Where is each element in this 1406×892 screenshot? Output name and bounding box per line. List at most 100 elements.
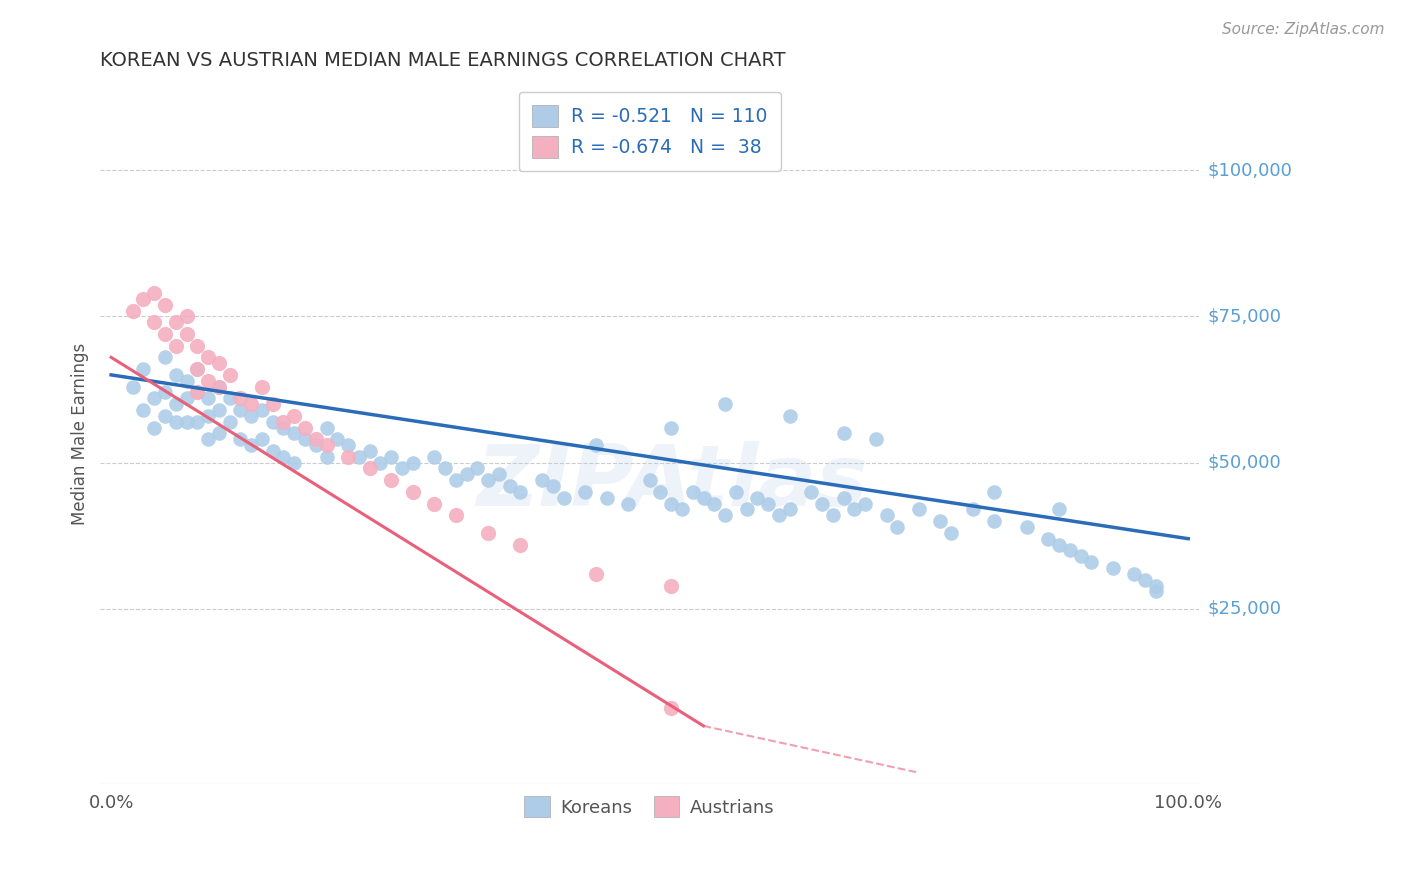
Point <box>283 409 305 423</box>
Point <box>229 392 252 406</box>
Point <box>250 403 273 417</box>
Point <box>186 415 208 429</box>
Point <box>659 420 682 434</box>
Legend: Koreans, Austrians: Koreans, Austrians <box>517 789 782 824</box>
Point <box>574 484 596 499</box>
Point <box>941 525 963 540</box>
Point <box>294 420 316 434</box>
Text: $75,000: $75,000 <box>1208 308 1282 326</box>
Point <box>229 403 252 417</box>
Point <box>498 479 520 493</box>
Point <box>1015 520 1038 534</box>
Point <box>229 432 252 446</box>
Point <box>488 467 510 482</box>
Point <box>811 497 834 511</box>
Point <box>865 432 887 446</box>
Point <box>240 397 263 411</box>
Point <box>908 502 931 516</box>
Point <box>294 432 316 446</box>
Point <box>370 456 392 470</box>
Point <box>876 508 898 523</box>
Point <box>153 298 176 312</box>
Point <box>143 392 166 406</box>
Y-axis label: Median Male Earnings: Median Male Earnings <box>72 343 89 524</box>
Point <box>197 409 219 423</box>
Point <box>165 315 187 329</box>
Point <box>121 379 143 393</box>
Point <box>585 566 607 581</box>
Point <box>273 415 295 429</box>
Point <box>509 484 531 499</box>
Point <box>1038 532 1060 546</box>
Point <box>724 484 747 499</box>
Point <box>1069 549 1091 564</box>
Point <box>337 438 360 452</box>
Point <box>1133 573 1156 587</box>
Point <box>250 379 273 393</box>
Point <box>197 351 219 365</box>
Point <box>659 578 682 592</box>
Point <box>638 473 661 487</box>
Point <box>240 409 263 423</box>
Point <box>779 409 801 423</box>
Point <box>682 484 704 499</box>
Point <box>756 497 779 511</box>
Point <box>153 326 176 341</box>
Point <box>1144 578 1167 592</box>
Point <box>768 508 790 523</box>
Point <box>983 484 1005 499</box>
Text: Source: ZipAtlas.com: Source: ZipAtlas.com <box>1222 22 1385 37</box>
Point <box>821 508 844 523</box>
Point <box>273 420 295 434</box>
Point <box>305 432 328 446</box>
Point <box>477 473 499 487</box>
Point <box>692 491 714 505</box>
Point <box>208 356 231 370</box>
Point <box>176 326 198 341</box>
Point <box>218 392 240 406</box>
Point <box>262 415 284 429</box>
Point <box>886 520 908 534</box>
Point <box>176 310 198 324</box>
Point <box>283 426 305 441</box>
Point <box>186 362 208 376</box>
Point <box>240 438 263 452</box>
Point <box>1101 561 1123 575</box>
Point <box>553 491 575 505</box>
Point <box>359 461 381 475</box>
Point <box>208 426 231 441</box>
Point <box>1059 543 1081 558</box>
Point <box>132 292 155 306</box>
Point <box>434 461 457 475</box>
Point <box>208 379 231 393</box>
Point <box>186 385 208 400</box>
Point <box>143 285 166 300</box>
Point <box>315 450 337 464</box>
Point <box>465 461 488 475</box>
Text: ZIPAtlas: ZIPAtlas <box>475 441 868 524</box>
Point <box>703 497 725 511</box>
Point <box>671 502 693 516</box>
Point <box>595 491 617 505</box>
Point <box>153 409 176 423</box>
Point <box>747 491 769 505</box>
Point <box>176 415 198 429</box>
Point <box>1123 566 1146 581</box>
Point <box>143 315 166 329</box>
Point <box>315 420 337 434</box>
Point <box>617 497 640 511</box>
Text: KOREAN VS AUSTRIAN MEDIAN MALE EARNINGS CORRELATION CHART: KOREAN VS AUSTRIAN MEDIAN MALE EARNINGS … <box>100 51 786 70</box>
Point <box>832 491 855 505</box>
Point <box>714 397 737 411</box>
Point <box>165 368 187 382</box>
Point <box>273 450 295 464</box>
Point <box>176 374 198 388</box>
Point <box>650 484 672 499</box>
Point <box>380 450 402 464</box>
Point <box>659 497 682 511</box>
Point <box>853 497 876 511</box>
Point <box>165 415 187 429</box>
Point <box>456 467 478 482</box>
Point <box>735 502 758 516</box>
Point <box>305 438 328 452</box>
